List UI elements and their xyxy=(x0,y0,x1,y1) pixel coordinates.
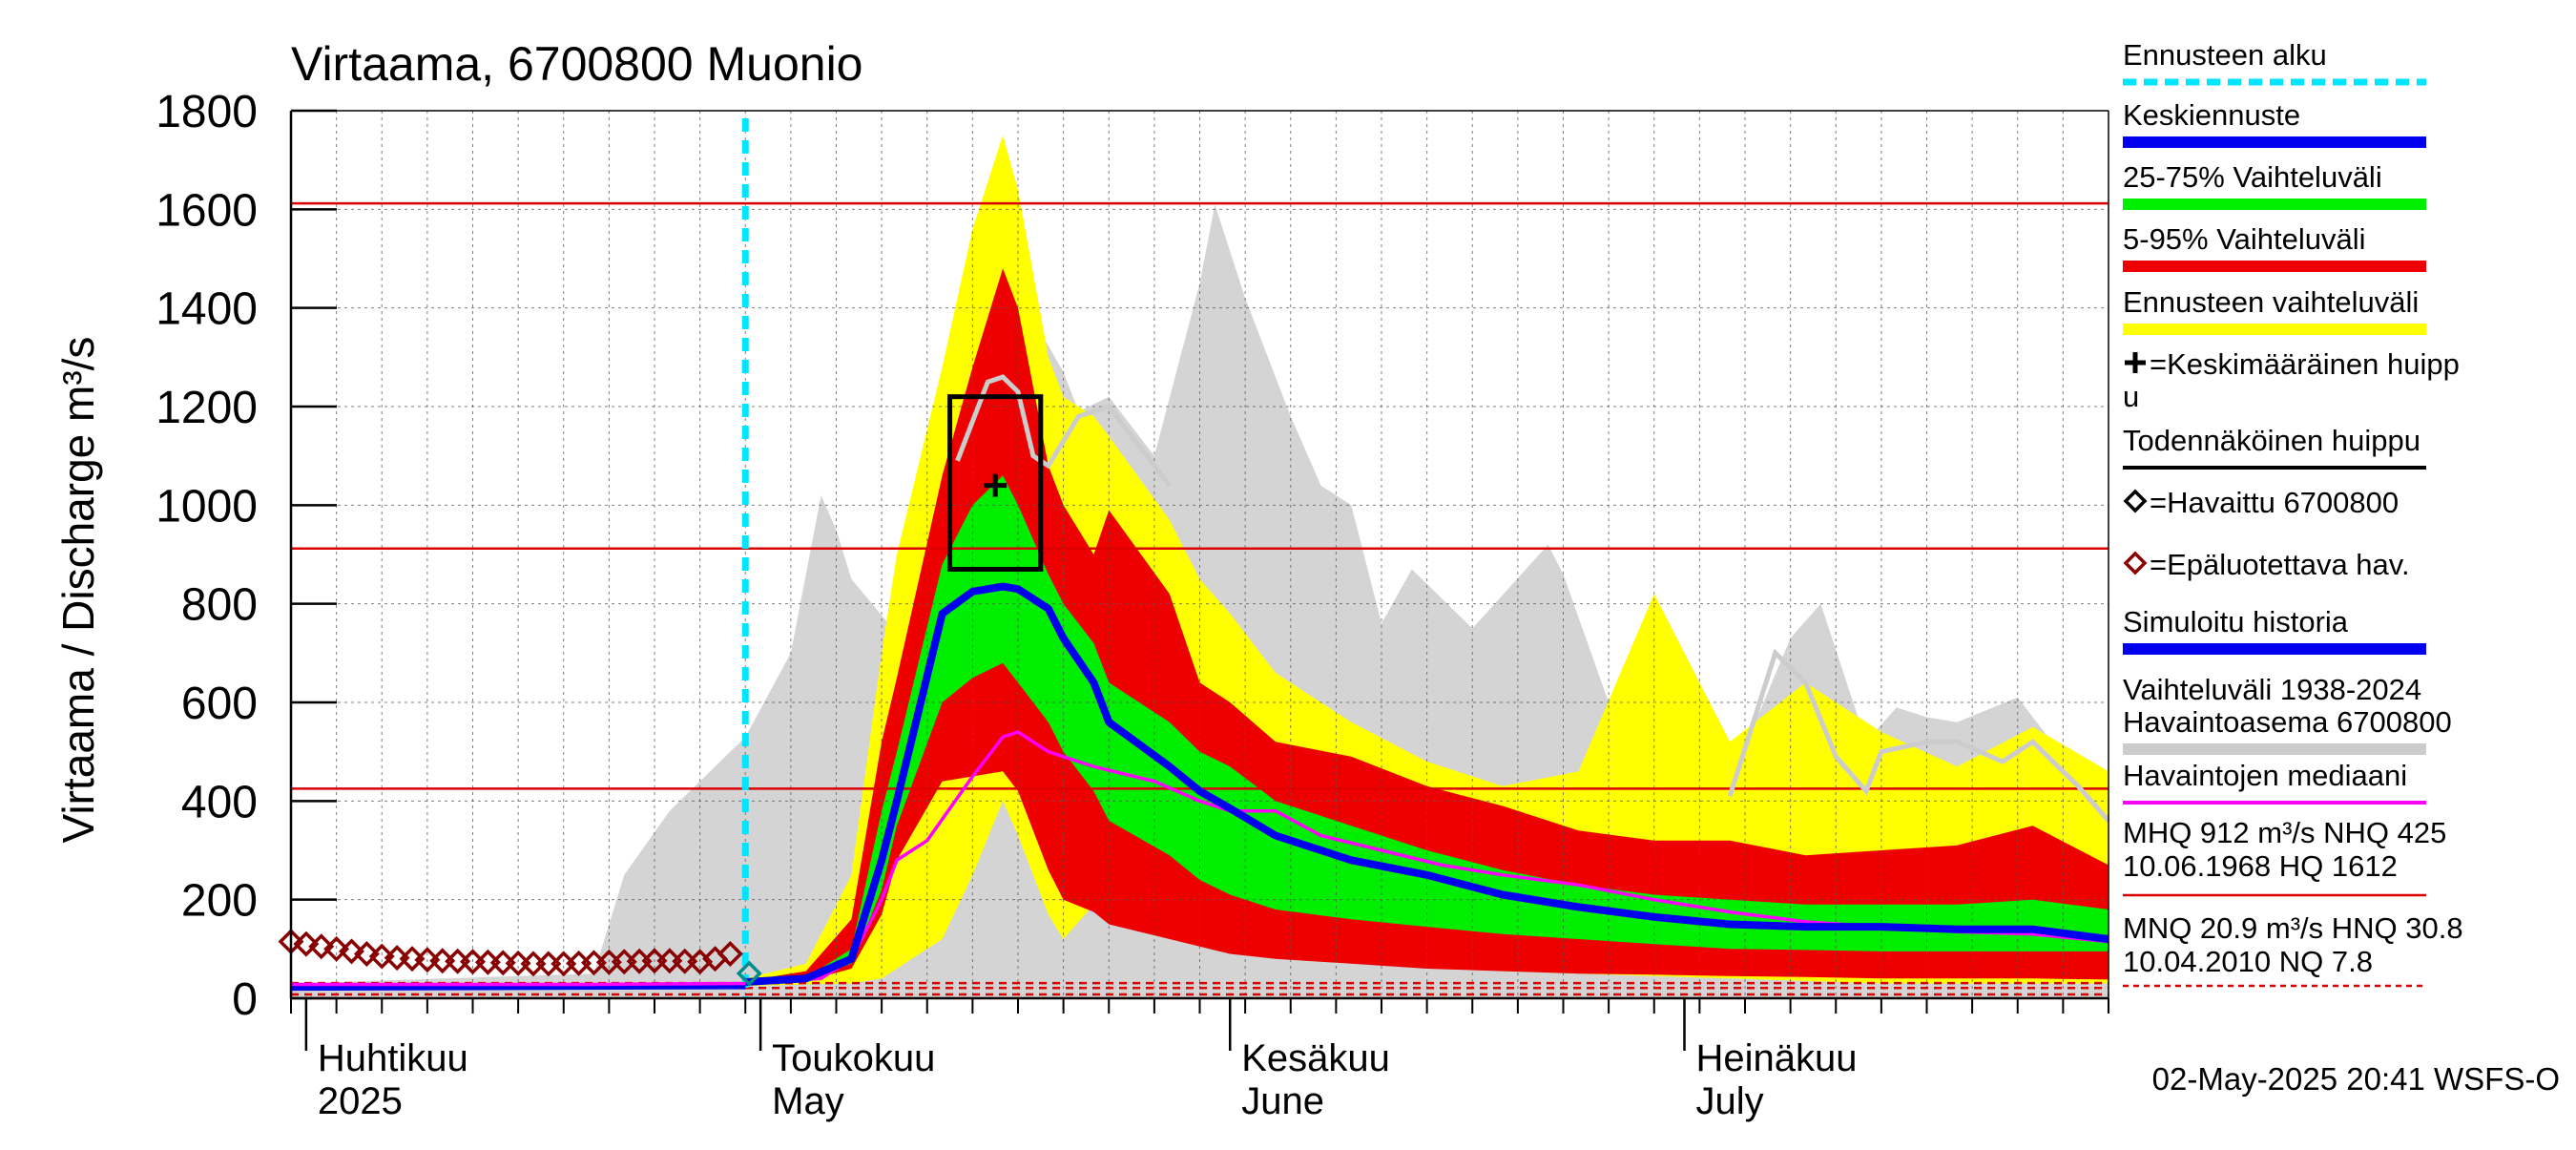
timestamp-label: 02-May-2025 20:41 WSFS-O xyxy=(2152,1061,2560,1097)
legend-label-p5_95: 5-95% Vaihteluväli xyxy=(2123,222,2365,256)
simulated-history-line xyxy=(290,982,746,992)
legend-label-probable_peak: Todennäköinen huippu xyxy=(2123,424,2420,457)
history-light-curve xyxy=(1727,648,2110,823)
unreliable-observation-marker xyxy=(323,935,350,962)
month-label: Toukokuu xyxy=(772,1037,935,1079)
y-tick-label: 0 xyxy=(232,974,258,1025)
month-label-en: July xyxy=(1696,1080,1764,1122)
month-label-en: 2025 xyxy=(318,1080,403,1122)
axis-labels: Virtaama, 6700800 Muonio Virtaama / Disc… xyxy=(53,37,2560,1097)
legend-label-mean_peak: =Keskimääräinen huipp xyxy=(2150,347,2460,381)
y-tick-label: 1600 xyxy=(156,185,258,236)
y-tick-label: 200 xyxy=(181,876,258,927)
unreliable-observation-marker xyxy=(368,943,395,970)
y-tick-label: 400 xyxy=(181,777,258,827)
month-label: Heinäkuu xyxy=(1696,1037,1858,1079)
y-tick-label: 1400 xyxy=(156,284,258,335)
y-tick-label: 1200 xyxy=(156,383,258,433)
y-tick-label: 600 xyxy=(181,679,258,729)
legend-label-median: Keskiennuste xyxy=(2123,98,2300,132)
y-tick-label: 1800 xyxy=(156,87,258,137)
legend-diamond-icon xyxy=(2123,551,2148,575)
unreliable-observation-marker xyxy=(353,941,380,967)
legend-label-obs_median: Havaintojen mediaani xyxy=(2123,759,2407,792)
legend-label-p25_75: 25-75% Vaihteluväli xyxy=(2123,160,2382,194)
legend-label-forecast_start: Ennusteen alku xyxy=(2123,38,2327,72)
observed-median-line xyxy=(291,730,2109,987)
chart-title: Virtaama, 6700800 Muonio xyxy=(291,37,863,91)
month-label-en: May xyxy=(772,1080,844,1122)
legend-label-simulated: Simuloitu historia xyxy=(2123,605,2349,638)
unreliable-observation-marker xyxy=(308,933,335,960)
observed-marker xyxy=(736,960,762,987)
legend-diamond-icon xyxy=(2123,489,2148,513)
axes: 0 200 400 600 800 1000 1200 1400 1600 1800 Huhtiku… xyxy=(156,87,2109,1122)
month-label: Huhtikuu xyxy=(318,1037,468,1079)
month-label-en: June xyxy=(1241,1080,1324,1122)
legend-label-forecast_range: Ennusteen vaihteluväli xyxy=(2123,285,2419,319)
month-label: Kesäkuu xyxy=(1241,1037,1390,1079)
y-tick-label: 1000 xyxy=(156,481,258,532)
stats-line-4: 10.04.2010 NQ 7.8 xyxy=(2123,945,2373,978)
stats-line-2: 10.06.1968 HQ 1612 xyxy=(2123,849,2398,883)
p5-95-range-area xyxy=(745,268,2109,985)
median-forecast-line xyxy=(745,582,2109,986)
statistics-box: MHQ 912 m³/s NHQ 425 10.06.1968 HQ 1612 … xyxy=(2123,816,2463,988)
unreliable-observation-marker xyxy=(293,930,320,957)
legend-label-unreliable: =Epäluotettava hav. xyxy=(2150,548,2410,581)
mean-peak-marker xyxy=(984,473,1008,497)
legend-label-history_range: Vaihteluväli 1938-2024 xyxy=(2123,673,2421,706)
legend-label2-history_range: Havaintoasema 6700800 xyxy=(2123,705,2452,739)
probable-peak-box xyxy=(947,394,1044,572)
unreliable-observation-marker xyxy=(339,938,364,965)
legend-label2-mean_peak: u xyxy=(2123,380,2139,413)
legend: Ennusteen alku Keskiennuste 25-75% Vaihtel… xyxy=(2123,38,2460,805)
stats-line-3: MNQ 20.9 m³/s HNQ 30.8 xyxy=(2123,911,2463,945)
y-axis-label: Virtaama / Discharge m³/s xyxy=(53,337,103,844)
legend-plus-icon xyxy=(2125,352,2146,373)
unreliable-observation-marker xyxy=(717,941,743,967)
stats-line-1: MHQ 912 m³/s NHQ 425 xyxy=(2123,816,2446,849)
legend-label-observed: =Havaittu 6700800 xyxy=(2150,486,2399,519)
y-tick-label: 800 xyxy=(181,580,258,631)
observation-markers xyxy=(278,394,1044,987)
